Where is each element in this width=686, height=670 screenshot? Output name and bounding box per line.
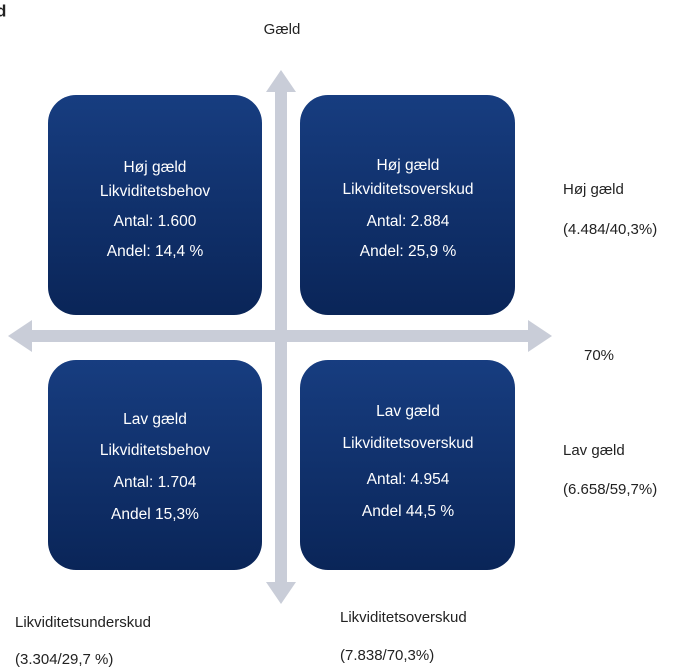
side-label: Høj gæld: [563, 181, 624, 198]
side-label: (4.484/40,3%): [563, 221, 657, 238]
quadrant-text: Høj gæld: [124, 159, 187, 176]
quadrant-text: Andel: 25,9 %: [360, 243, 457, 260]
bottom-label: Likviditetsoverskud: [340, 609, 467, 626]
bottom-label: Likviditetsunderskud: [15, 614, 151, 631]
quadrant: Lav gæld Likviditetsoverskud Antal: 4.95…: [300, 360, 515, 570]
quadrant-text: Lav gæld: [376, 403, 440, 420]
quadrant: Høj gæld Likviditetsoverskud Antal: 2.88…: [300, 95, 515, 315]
quadrant-text: Likviditetsbehov: [100, 183, 211, 200]
quadrant-text: Andel 15,3%: [111, 506, 199, 523]
bottom-label: (3.304/29,7 %): [15, 651, 113, 668]
quadrant-text: Likviditetsbehov: [100, 442, 211, 459]
quadrant: Høj gæld Likviditetsbehov Antal: 1.600 A…: [48, 95, 262, 315]
quadrant-text: Andel 44,5 %: [362, 503, 454, 520]
quadrant-text: Antal: 2.884: [367, 213, 450, 230]
bottom-label: (7.838/70,3%): [340, 647, 434, 664]
quadrant-text: Antal: 4.954: [367, 471, 450, 488]
quadrant-text: Antal: 1.600: [114, 213, 197, 230]
quadrant-text: Antal: 1.704: [114, 474, 197, 491]
quadrant: Lav gæld Likviditetsbehov Antal: 1.704 A…: [48, 360, 262, 570]
arrows: [8, 70, 552, 604]
side-label: 70%: [584, 347, 614, 364]
quadrant-text: Høj gæld: [377, 157, 440, 174]
quadrant-text: Likviditetsoverskud: [343, 435, 474, 452]
quadrant-text: Likviditetsoverskud: [343, 181, 474, 198]
side-label: Lav gæld: [563, 442, 625, 459]
quadrant-text: Lav gæld: [123, 411, 187, 428]
side-label: (6.658/59,7%): [563, 481, 657, 498]
title: d: [0, 1, 6, 20]
quadrant-text: Andel: 14,4 %: [107, 243, 204, 260]
axis-label: Gæld: [264, 21, 301, 38]
